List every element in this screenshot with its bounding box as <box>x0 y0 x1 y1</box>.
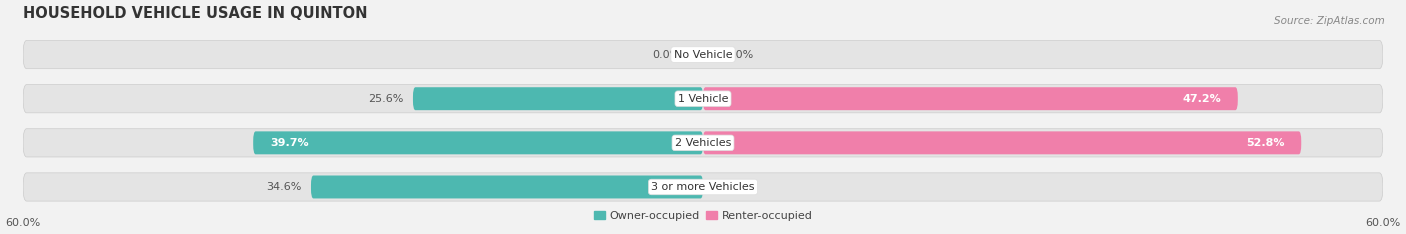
Text: 0.0%: 0.0% <box>725 182 754 192</box>
Text: 2 Vehicles: 2 Vehicles <box>675 138 731 148</box>
FancyBboxPatch shape <box>311 176 703 198</box>
Text: 3 or more Vehicles: 3 or more Vehicles <box>651 182 755 192</box>
Text: 39.7%: 39.7% <box>270 138 309 148</box>
FancyBboxPatch shape <box>703 87 1237 110</box>
FancyBboxPatch shape <box>413 87 703 110</box>
Text: 25.6%: 25.6% <box>368 94 404 104</box>
FancyBboxPatch shape <box>253 131 703 154</box>
FancyBboxPatch shape <box>22 129 1384 157</box>
FancyBboxPatch shape <box>22 40 1384 69</box>
Text: 34.6%: 34.6% <box>267 182 302 192</box>
Legend: Owner-occupied, Renter-occupied: Owner-occupied, Renter-occupied <box>589 206 817 225</box>
Text: 47.2%: 47.2% <box>1182 94 1220 104</box>
Text: 0.0%: 0.0% <box>652 50 681 60</box>
Text: 0.0%: 0.0% <box>725 50 754 60</box>
Text: Source: ZipAtlas.com: Source: ZipAtlas.com <box>1274 16 1385 26</box>
FancyBboxPatch shape <box>22 173 1384 201</box>
Text: 52.8%: 52.8% <box>1246 138 1284 148</box>
Text: 1 Vehicle: 1 Vehicle <box>678 94 728 104</box>
Text: HOUSEHOLD VEHICLE USAGE IN QUINTON: HOUSEHOLD VEHICLE USAGE IN QUINTON <box>22 6 368 21</box>
FancyBboxPatch shape <box>703 131 1301 154</box>
Text: No Vehicle: No Vehicle <box>673 50 733 60</box>
FancyBboxPatch shape <box>22 84 1384 113</box>
